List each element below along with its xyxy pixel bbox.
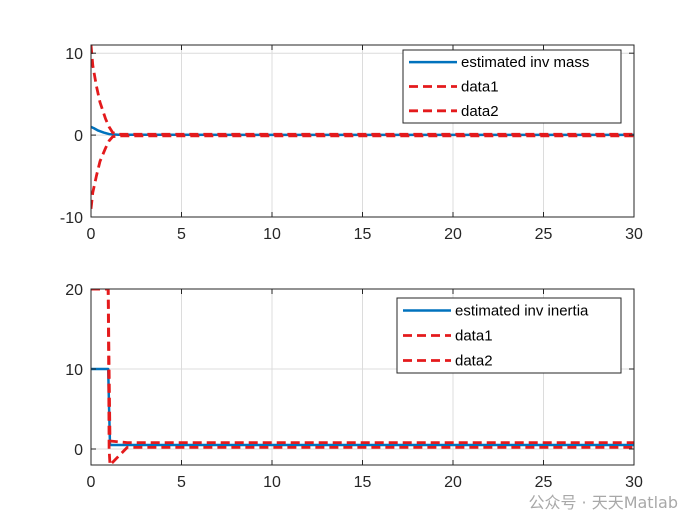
x-tick-label: 0 <box>87 226 96 243</box>
y-tick-label: -10 <box>60 210 83 227</box>
x-tick-label: 15 <box>354 474 372 491</box>
legend: estimated inv inertia data1 data2 <box>396 297 622 374</box>
series-line-data2 <box>91 134 634 209</box>
legend-entry-label: estimated inv mass <box>461 54 589 71</box>
x-tick-label: 5 <box>177 474 186 491</box>
axes-2: 0 5 10 15 20 25 30 0 10 20 estimated inv inertia da… <box>65 282 643 491</box>
legend: estimated inv mass data1 data2 <box>402 49 622 124</box>
legend-entry-label: data1 <box>461 79 499 96</box>
legend-entry-label: data2 <box>455 353 493 370</box>
y-tick-label: 10 <box>65 362 83 379</box>
legend-entry-label: data1 <box>455 328 493 345</box>
series-line-data1 <box>91 45 634 136</box>
x-tick-label: 25 <box>535 474 553 491</box>
plot-area <box>91 289 634 465</box>
x-tick-label: 30 <box>625 226 643 243</box>
watermark: 公众号 · 天天Matlab <box>528 493 678 512</box>
plot-area <box>91 45 634 209</box>
x-tick-label: 20 <box>444 226 462 243</box>
x-tick-label: 10 <box>263 226 281 243</box>
y-tick-label: 0 <box>74 442 83 459</box>
legend-entry-label: estimated inv inertia <box>455 303 589 320</box>
y-tick-label: 0 <box>74 128 83 145</box>
x-tick-label: 5 <box>177 226 186 243</box>
x-tick-label: 15 <box>354 226 372 243</box>
y-tick-label: 20 <box>65 282 83 299</box>
legend-entry-label: data2 <box>461 103 499 120</box>
y-tick-label: 10 <box>65 46 83 63</box>
x-tick-label: 30 <box>625 474 643 491</box>
series-line-data2 <box>91 289 634 465</box>
x-tick-label: 0 <box>87 474 96 491</box>
x-tick-label: 25 <box>535 226 553 243</box>
x-tick-label: 20 <box>444 474 462 491</box>
x-tick-label: 10 <box>263 474 281 491</box>
